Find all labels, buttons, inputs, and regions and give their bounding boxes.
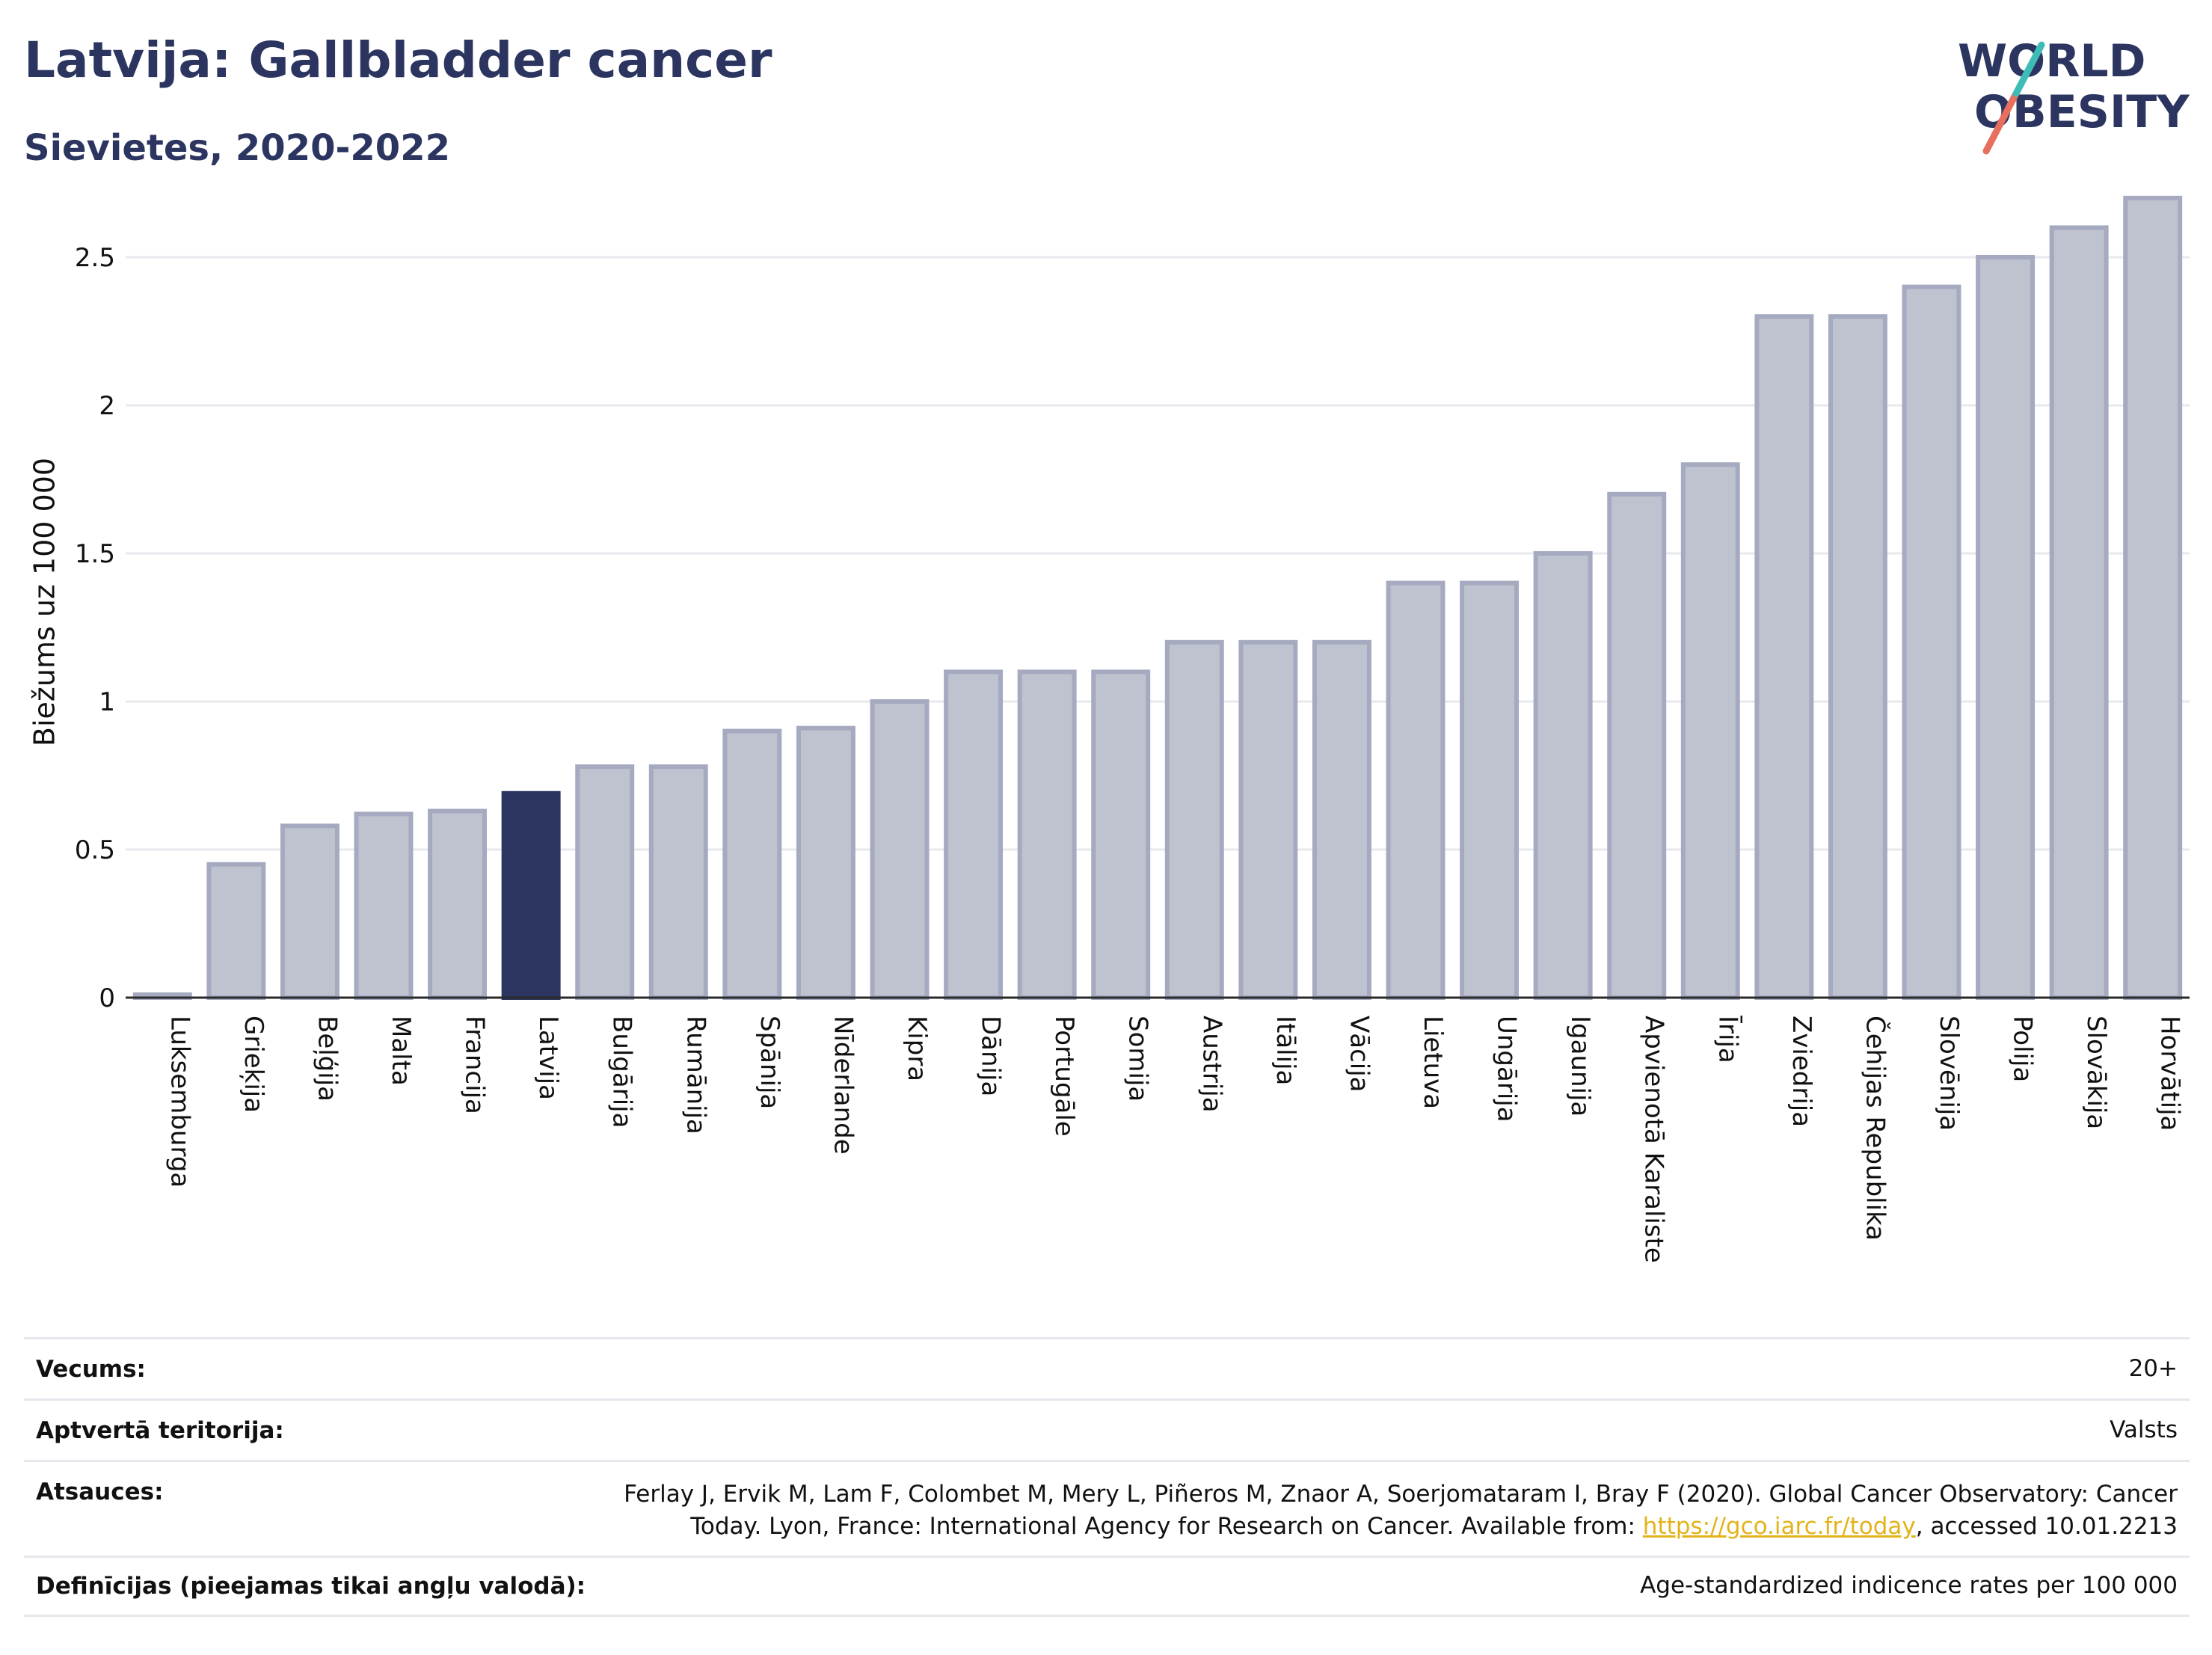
bar-6 xyxy=(575,764,635,1000)
logo-line-2: OBESITY xyxy=(1974,86,2190,138)
bar-9 xyxy=(796,725,855,1000)
bar-11 xyxy=(944,669,1004,1001)
x-tick-label: Francija xyxy=(460,1016,490,1114)
world-obesity-logo: WORLD OBESITY xyxy=(1958,35,2190,155)
x-tick-label: Horvātija xyxy=(2155,1016,2185,1131)
x-tick-label: Rumānija xyxy=(681,1016,710,1134)
bar-25 xyxy=(1976,255,2036,1000)
x-tick-label: Čehijas Republika xyxy=(1860,1016,1890,1241)
references-line-1: Ferlay J, Ervik M, Lam F, Colombet M, Me… xyxy=(624,1481,2178,1508)
x-tick-label: Polija xyxy=(2008,1016,2038,1082)
y-tick-label: 2 xyxy=(99,391,115,421)
bar-22 xyxy=(1754,314,1814,1000)
x-tick-label: Apvienotā Karaliste xyxy=(1639,1016,1669,1263)
bar-14 xyxy=(1164,639,1224,1000)
bar-3 xyxy=(354,811,414,1000)
bar-24 xyxy=(1902,284,1961,1001)
bar-1 xyxy=(206,862,266,1001)
bar-12 xyxy=(1017,669,1077,1001)
bar-17 xyxy=(1386,580,1446,1000)
bar-26 xyxy=(2049,225,2109,1000)
bar-16 xyxy=(1312,639,1371,1000)
y-tick-label: 2.5 xyxy=(75,243,115,273)
bar-23 xyxy=(1828,314,1887,1000)
bar-chart: 0 0.5 1 1.5 2 2.5 Luksemburga Grieķija Beļģija Ma… xyxy=(28,195,2190,1263)
x-tick-label: Austrija xyxy=(1196,1016,1226,1113)
bar-5 xyxy=(501,790,561,1000)
x-tick-label: Dānija xyxy=(976,1016,1006,1096)
x-tick-label: Portugāle xyxy=(1049,1016,1079,1137)
y-axis-label: Biežums uz 100 000 xyxy=(28,458,61,746)
x-tick-label: Spānija xyxy=(755,1016,784,1109)
logo-slash-teal xyxy=(2012,41,2045,97)
definitions-label: Definīcijas (pieejamas tikai angļu valod… xyxy=(36,1573,586,1600)
references-line-2-text: Today. Lyon, France: International Agenc… xyxy=(690,1513,1643,1541)
x-tick-label: Slovēnija xyxy=(1934,1016,1964,1131)
references-label: Atsauces: xyxy=(36,1479,164,1505)
references-value: Ferlay J, Ervik M, Lam F, Colombet M, Me… xyxy=(624,1479,2178,1544)
x-tick-label: Beļģija xyxy=(312,1016,342,1102)
territory-value: Valsts xyxy=(2110,1416,2178,1443)
bar-7 xyxy=(648,764,708,1000)
x-tick-label: Kipra xyxy=(902,1016,932,1081)
tick-labels: 0 0.5 1 1.5 2 2.5 Luksemburga Grieķija Beļģija Ma… xyxy=(75,243,2185,1263)
info-row-references: Atsauces: Ferlay J, Ervik M, Lam F, Colo… xyxy=(24,1460,2190,1556)
age-value: 20+ xyxy=(2128,1354,2178,1382)
bar-4 xyxy=(428,808,488,1001)
page-title: Latvija: Gallbladder cancer xyxy=(24,31,772,89)
x-tick-label: Slovākija xyxy=(2081,1016,2111,1129)
info-row-territory: Aptvertā teritorija: Valsts xyxy=(24,1398,2190,1460)
logo-slash-red xyxy=(1982,90,2020,155)
x-tick-label: Itālija xyxy=(1271,1016,1300,1085)
x-tick-label: Grieķija xyxy=(239,1016,268,1113)
bar-21 xyxy=(1680,462,1740,1000)
y-tick-label: 1 xyxy=(99,687,115,717)
bar-2 xyxy=(280,823,340,1000)
x-tick-label: Vācija xyxy=(1344,1016,1374,1093)
definitions-value: Age-standardized indicence rates per 100… xyxy=(1640,1572,2178,1600)
bar-15 xyxy=(1238,639,1298,1000)
y-tick-label: 0 xyxy=(99,983,115,1013)
y-tick-label: 1.5 xyxy=(75,539,115,569)
x-tick-label: Nīderlande xyxy=(828,1016,858,1155)
page-subtitle: Sievietes, 2020-2022 xyxy=(24,127,450,169)
bar-20 xyxy=(1607,491,1667,1000)
x-tick-label: Igaunija xyxy=(1565,1016,1595,1117)
x-tick-label: Luksemburga xyxy=(165,1016,194,1188)
x-tick-label: Lietuva xyxy=(1418,1016,1448,1109)
bar-8 xyxy=(722,728,782,1000)
territory-label: Aptvertā teritorija: xyxy=(36,1416,284,1444)
x-tick-label: Somija xyxy=(1123,1016,1153,1102)
logo-line-1: WORLD xyxy=(1958,35,2145,87)
y-tick-label: 0.5 xyxy=(75,835,115,865)
bar-13 xyxy=(1091,669,1151,1001)
bar-19 xyxy=(1533,551,1593,1000)
x-tick-label: Ungārija xyxy=(1492,1016,1522,1123)
references-line-2-end: , accessed 10.01.2213 xyxy=(1915,1513,2178,1541)
x-tick-label: Malta xyxy=(386,1016,416,1086)
x-tick-label: Īrija xyxy=(1712,1016,1742,1063)
bar-18 xyxy=(1460,580,1520,1000)
references-line-2: Today. Lyon, France: International Agenc… xyxy=(624,1511,2178,1543)
x-tick-label: Zviedrija xyxy=(1787,1016,1816,1127)
info-row-definitions: Definīcijas (pieejamas tikai angļu valod… xyxy=(24,1556,2190,1617)
bar-10 xyxy=(870,699,930,1000)
x-tick-label: Bulgārija xyxy=(607,1016,637,1128)
bars xyxy=(132,195,2183,1001)
bar-27 xyxy=(2123,195,2183,1000)
x-tick-label: Latvija xyxy=(533,1016,563,1100)
references-link[interactable]: https://gco.iarc.fr/today xyxy=(1642,1513,1916,1541)
info-table: Vecums: 20+ Aptvertā teritorija: Valsts … xyxy=(24,1337,2190,1617)
age-label: Vecums: xyxy=(36,1355,146,1383)
info-row-age: Vecums: 20+ xyxy=(24,1337,2190,1398)
